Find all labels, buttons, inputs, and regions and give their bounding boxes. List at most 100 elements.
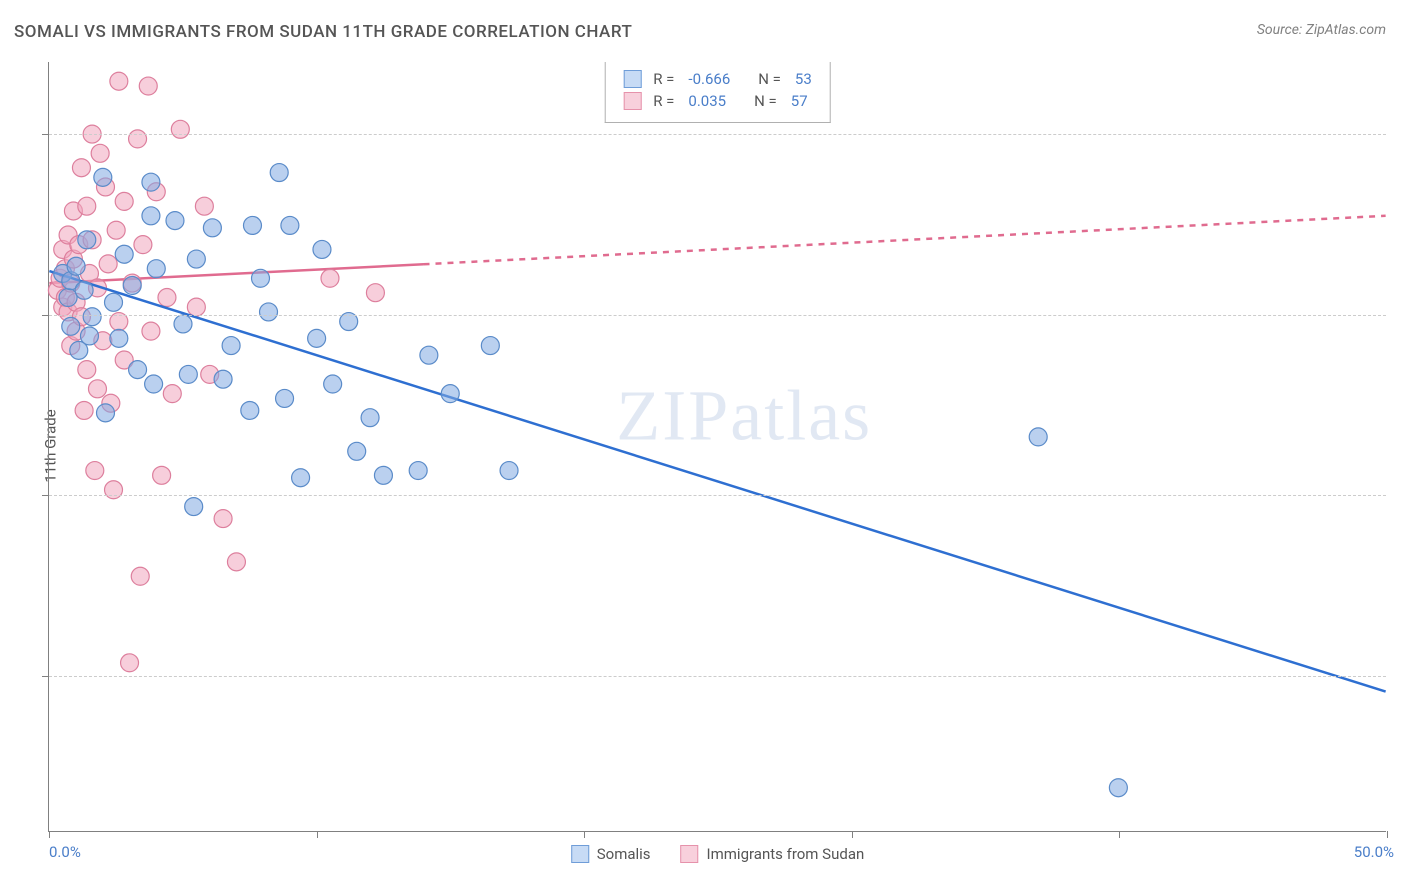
somali-point — [145, 375, 163, 393]
somali-point — [97, 404, 115, 422]
somali-point — [185, 498, 203, 516]
correlation-chart: SOMALI VS IMMIGRANTS FROM SUDAN 11TH GRA… — [0, 0, 1406, 892]
legend-item: Immigrants from Sudan — [681, 845, 865, 863]
sudan-point — [142, 322, 160, 340]
stats-box: R = -0.666 N = 53 R = 0.035 N = 57 — [604, 62, 831, 123]
somali-point — [420, 346, 438, 364]
sudan-point — [86, 462, 104, 480]
plot-svg — [49, 62, 1386, 831]
y-tick — [42, 315, 49, 316]
sudan-point — [139, 77, 157, 95]
somali-point — [361, 409, 379, 427]
stats-row: R = 0.035 N = 57 — [623, 90, 812, 112]
somali-point — [179, 365, 197, 383]
sudan-point — [110, 72, 128, 90]
stats-swatch — [623, 92, 641, 110]
chart-title: SOMALI VS IMMIGRANTS FROM SUDAN 11TH GRA… — [14, 22, 632, 42]
x-tick — [1387, 831, 1388, 838]
somali-point — [147, 260, 165, 278]
somali-point — [222, 337, 240, 355]
somali-point — [252, 269, 270, 287]
somali-point — [214, 370, 232, 388]
stats-r-value: -0.666 — [688, 70, 730, 88]
somali-point — [83, 308, 101, 326]
somali-point — [203, 219, 221, 237]
somali-point — [260, 303, 278, 321]
sudan-point — [131, 567, 149, 585]
sudan-point — [187, 298, 205, 316]
x-tick — [584, 831, 585, 838]
somali-point — [67, 257, 85, 275]
sudan-point — [158, 289, 176, 307]
sudan-point — [75, 401, 93, 419]
sudan-point — [134, 236, 152, 254]
stats-r-label: R = — [653, 70, 674, 88]
somali-point — [115, 245, 133, 263]
sudan-point — [78, 197, 96, 215]
x-tick — [852, 831, 853, 838]
legend-label: Somalis — [597, 845, 651, 863]
gridline — [49, 315, 1386, 316]
somali-point — [1109, 779, 1127, 797]
somali-point — [313, 240, 331, 258]
somali-point — [324, 375, 342, 393]
gridline — [49, 495, 1386, 496]
somali-point — [105, 293, 123, 311]
somali-point — [80, 327, 98, 345]
somali-point — [481, 337, 499, 355]
sudan-point — [99, 255, 117, 273]
somali-point — [187, 250, 205, 268]
sudan-point — [115, 192, 133, 210]
y-tick — [42, 134, 49, 135]
somali-point — [142, 207, 160, 225]
somali-point — [276, 389, 294, 407]
sudan-point — [366, 284, 384, 302]
somali-point — [142, 173, 160, 191]
stats-n-value: 57 — [791, 92, 808, 110]
somali-point — [348, 442, 366, 460]
stats-n-label: N = — [758, 70, 781, 88]
x-tick — [1119, 831, 1120, 838]
legend-label: Immigrants from Sudan — [707, 845, 865, 863]
somali-point — [281, 216, 299, 234]
sudan-point — [153, 466, 171, 484]
source-label: Source: ZipAtlas.com — [1257, 22, 1386, 38]
sudan-trendline-extrapolated — [424, 216, 1386, 264]
somali-point — [441, 385, 459, 403]
somali-point — [270, 164, 288, 182]
sudan-point — [171, 120, 189, 138]
plot-area: R = -0.666 N = 53 R = 0.035 N = 57 ZIPat… — [48, 62, 1386, 832]
stats-n-label: N = — [754, 92, 777, 110]
somali-point — [292, 469, 310, 487]
sudan-point — [214, 510, 232, 528]
sudan-point — [195, 197, 213, 215]
sudan-point — [227, 553, 245, 571]
somali-point — [166, 212, 184, 230]
sudan-point — [91, 144, 109, 162]
somali-point — [110, 329, 128, 347]
somali-point — [94, 168, 112, 186]
y-tick — [42, 495, 49, 496]
somali-point — [123, 277, 141, 295]
stats-row: R = -0.666 N = 53 — [623, 68, 812, 90]
x-min-label: 0.0% — [49, 843, 81, 861]
x-tick — [317, 831, 318, 838]
sudan-point — [163, 385, 181, 403]
somali-point — [59, 289, 77, 307]
sudan-point — [88, 380, 106, 398]
sudan-point — [72, 159, 90, 177]
gridline — [49, 676, 1386, 677]
somali-point — [174, 315, 192, 333]
somali-point — [409, 462, 427, 480]
x-max-label: 50.0% — [1354, 843, 1394, 861]
somali-point — [243, 216, 261, 234]
somali-point — [62, 317, 80, 335]
somali-point — [129, 361, 147, 379]
bottom-legend: Somalis Immigrants from Sudan — [571, 845, 865, 863]
somali-point — [500, 462, 518, 480]
somali-point — [78, 231, 96, 249]
somali-point — [241, 401, 259, 419]
somali-point — [308, 329, 326, 347]
somali-trendline — [49, 271, 1385, 692]
stats-n-value: 53 — [795, 70, 812, 88]
